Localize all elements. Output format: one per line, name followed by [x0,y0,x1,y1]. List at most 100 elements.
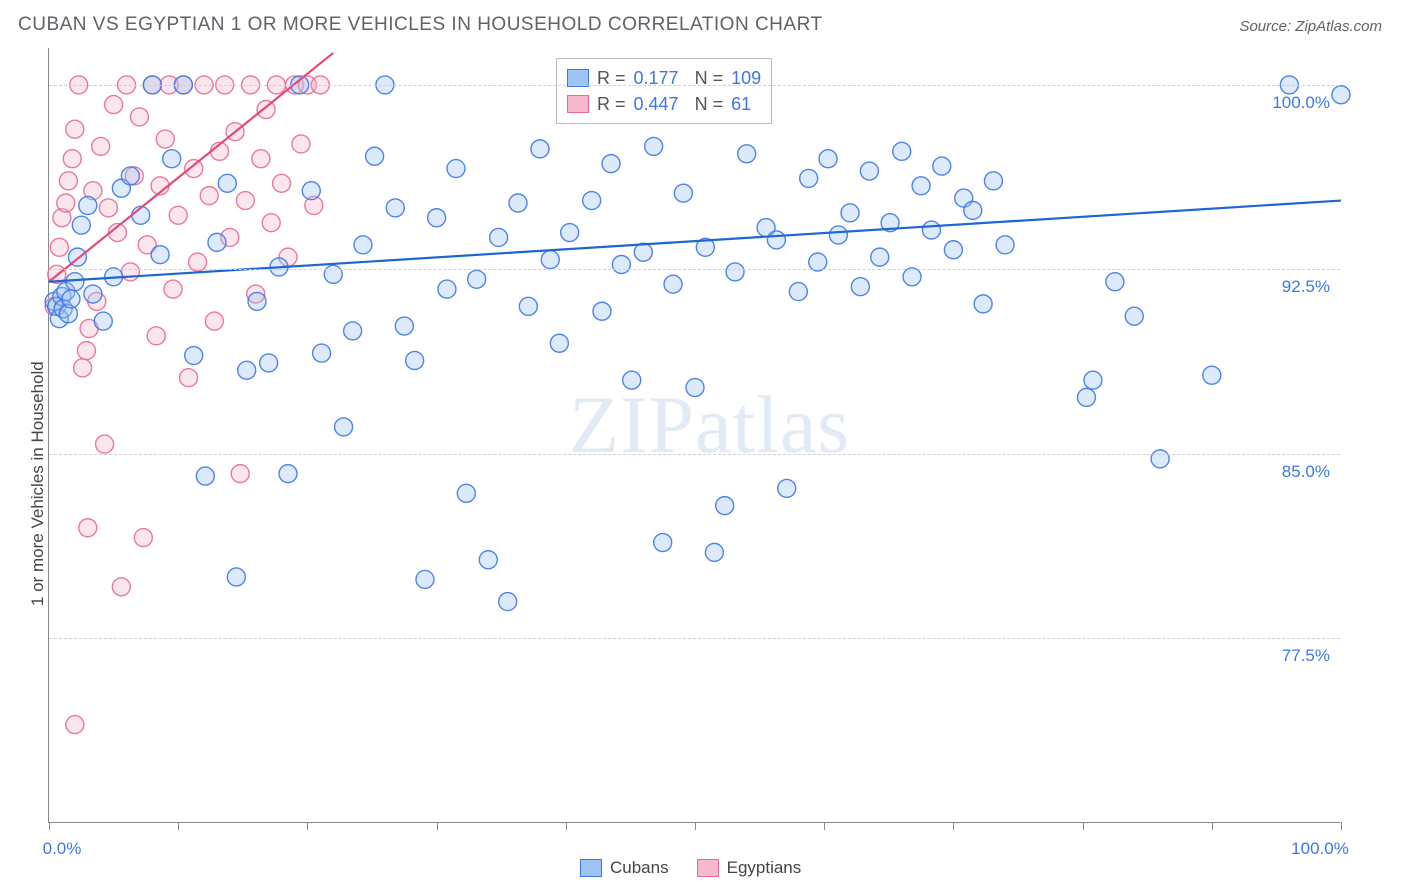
scatter-point [686,379,704,397]
scatter-point [151,246,169,264]
scatter-point [893,142,911,160]
scatter-point [227,568,245,586]
scatter-point [105,96,123,114]
scatter-point [66,120,84,138]
series-legend: Cubans Egyptians [580,858,801,878]
chart-title: CUBAN VS EGYPTIAN 1 OR MORE VEHICLES IN … [18,14,823,36]
x-tick-label-max: 100.0% [1291,839,1349,859]
scatter-point [593,302,611,320]
scatter-point [335,418,353,436]
scatter-point [395,317,413,335]
x-tick [1341,822,1342,830]
scatter-point [664,275,682,293]
scatter-point [583,192,601,210]
scatter-point [974,295,992,313]
stat-n-value: 61 [731,91,751,117]
scatter-point [72,216,90,234]
scatter-point [1203,366,1221,384]
scatter-point [121,263,139,281]
stat-legend-row: R = 0.177 N = 109 [567,65,761,91]
scatter-point [912,177,930,195]
scatter-point [302,182,320,200]
scatter-point [841,204,859,222]
scatter-point [79,196,97,214]
stat-r-label: R = [597,65,626,91]
scatter-point [550,334,568,352]
scatter-point [490,228,508,246]
scatter-point [809,253,827,271]
gridline [49,269,1340,270]
scatter-point [218,174,236,192]
scatter-point [851,278,869,296]
scatter-point [248,292,266,310]
stat-legend: R =0.177N =109R =0.447N = 61 [556,58,772,124]
scatter-point [156,130,174,148]
plot-area: ZIPatlas R =0.177N =109R =0.447N = 61 77… [48,48,1340,823]
scatter-point [767,231,785,249]
scatter-point [1106,273,1124,291]
legend-item: Egyptians [697,858,802,878]
scatter-point [99,199,117,217]
scatter-point [344,322,362,340]
scatter-point [933,157,951,175]
x-tick [953,822,954,830]
scatter-point [62,290,80,308]
scatter-point [121,167,139,185]
gridline [49,638,1340,639]
scatter-point [499,593,517,611]
y-tick-label: 77.5% [1282,646,1330,666]
scatter-point [541,251,559,269]
scatter-point [602,155,620,173]
scatter-point [63,150,81,168]
scatter-point [79,519,97,537]
scatter-point [561,224,579,242]
scatter-point [92,137,110,155]
scatter-point [262,214,280,232]
stat-r-value: 0.177 [634,65,679,91]
scatter-point [236,192,254,210]
scatter-point [279,465,297,483]
scatter-point [185,160,203,178]
scatter-point [134,529,152,547]
stat-n-label: N = [695,91,724,117]
stat-n-label: N = [695,65,724,91]
scatter-point [74,359,92,377]
scatter-point [313,344,331,362]
x-tick [1212,822,1213,830]
scatter-point [738,145,756,163]
scatter-point [634,243,652,261]
scatter-point [185,347,203,365]
scatter-point [1125,307,1143,325]
scatter-point [260,354,278,372]
scatter-point [860,162,878,180]
scatter-point [438,280,456,298]
x-tick [178,822,179,830]
scatter-point [324,265,342,283]
legend-label: Cubans [610,858,669,878]
scatter-point [674,184,692,202]
legend-item: Cubans [580,858,669,878]
scatter-point [778,479,796,497]
scatter-point [238,361,256,379]
scatter-point [645,137,663,155]
scatter-point [406,351,424,369]
scatter-point [726,263,744,281]
y-axis-title: 1 or more Vehicles in Household [28,361,48,606]
scatter-point [1084,371,1102,389]
scatter-point [819,150,837,168]
scatter-point [231,465,249,483]
scatter-point [180,369,198,387]
scatter-point [366,147,384,165]
legend-label: Egyptians [727,858,802,878]
x-tick [695,822,696,830]
legend-swatch [567,95,589,113]
scatter-point [996,236,1014,254]
scatter-point [944,241,962,259]
stat-r-label: R = [597,91,626,117]
scatter-point [66,716,84,734]
scatter-point [829,226,847,244]
scatter-point [252,150,270,168]
stat-n-value: 109 [731,65,761,91]
scatter-point [50,238,68,256]
scatter-point [479,551,497,569]
